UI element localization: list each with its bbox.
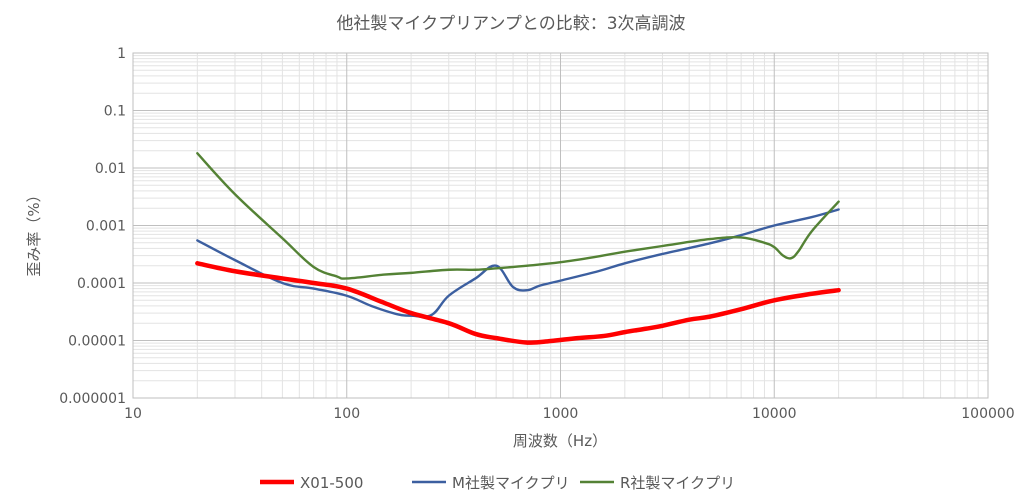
- axes: 10 100 1000 10000 100000 1 0.1 0.01 0.001 0.0001 0…: [59, 46, 1015, 422]
- y-tick-label: 0.001: [86, 219, 126, 235]
- y-tick-label: 1: [117, 46, 126, 62]
- x-tick-label: 100: [333, 406, 360, 422]
- series-line-3: [196, 152, 840, 280]
- legend-label-2: M社製マイクプリ: [452, 474, 570, 492]
- series-line-1: [195, 261, 841, 345]
- grid: [132, 52, 989, 399]
- x-tick-label: 1000: [543, 406, 579, 422]
- y-tick-label: 0.000001: [59, 391, 126, 407]
- series-lines: [195, 152, 841, 345]
- legend-label-3: R社製マイクプリ: [620, 474, 735, 492]
- y-tick-label: 0.0001: [77, 276, 126, 292]
- y-tick-label: 0.00001: [68, 334, 126, 350]
- plot-area-border: [132, 52, 989, 399]
- y-tick-label: 0.1: [104, 104, 126, 120]
- x-tick-label: 10: [124, 406, 142, 422]
- x-axis-label: 周波数（Hz）: [513, 432, 607, 450]
- legend: X01-500 M社製マイクプリ R社製マイクプリ: [260, 474, 735, 492]
- x-tick-label: 100000: [961, 406, 1014, 422]
- chart-title: 他社製マイクプリアンプとの比較：3次高調波: [336, 14, 685, 34]
- y-tick-label: 0.01: [95, 161, 126, 177]
- legend-label-1: X01-500: [300, 474, 363, 492]
- y-axis-label: 歪み率（%）: [25, 187, 43, 276]
- x-tick-label: 10000: [752, 406, 797, 422]
- series-line-2: [196, 208, 840, 318]
